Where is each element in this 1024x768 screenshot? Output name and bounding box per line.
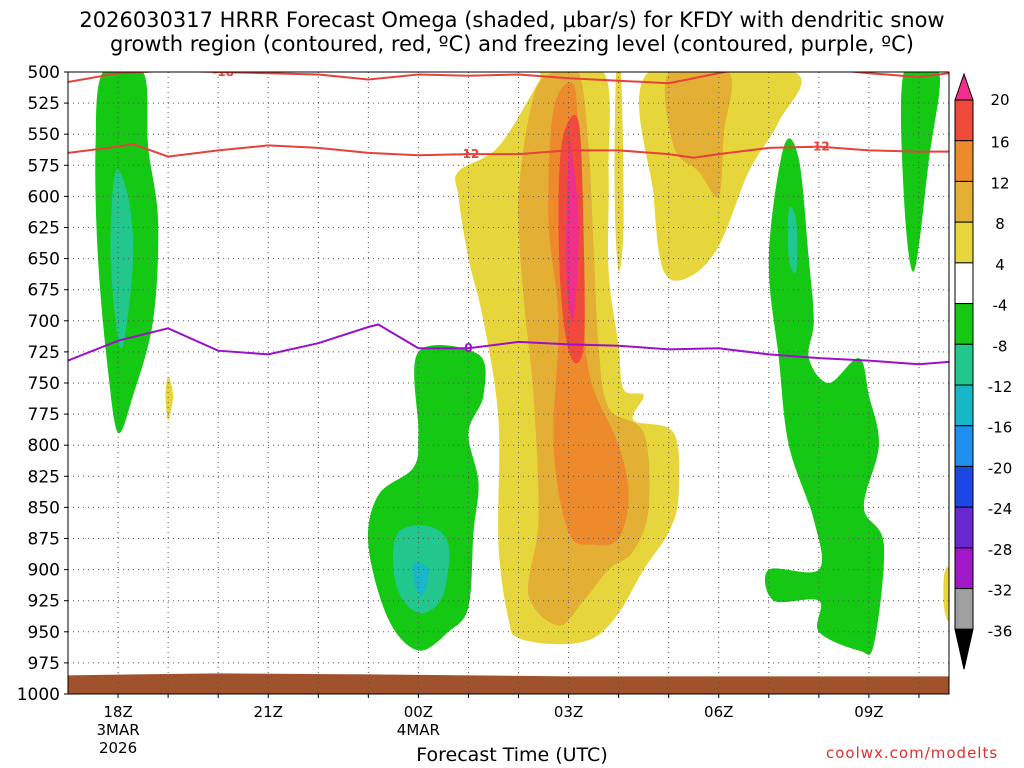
x-tick-06Z: 06Z [704,703,733,721]
omega-region-8 [614,72,624,272]
dgz-label-12a: -12 [458,147,480,161]
colorbar-swatch-5 [954,262,974,305]
colorbar-swatch-1 [954,99,974,142]
terrain-fill [68,673,949,694]
y-tick-625: 625 [28,219,60,239]
colorbar-swatch-3 [954,180,974,223]
contour-lines: -18 -12 -12 0 [68,65,949,366]
y-tick-975: 975 [28,654,60,674]
x-tick-date-4MAR: 4MAR [397,721,440,739]
y-tick-900: 900 [28,561,60,581]
dgz-contour--18 [68,72,949,85]
colorbar-swatch-4 [954,221,974,264]
y-tick-800: 800 [28,436,60,456]
omega-region-7 [565,137,579,323]
colorbar-swatch-11 [954,506,974,549]
y-tick-925: 925 [28,592,60,612]
y-tick-950: 950 [28,623,60,643]
colorbar-tick--24: -24 [988,500,1013,518]
colorbar-swatch-9 [954,425,974,467]
colorbar-bottom-arrow [954,628,974,670]
colorbar-tick--28: -28 [988,541,1013,559]
y-tick-650: 650 [28,250,60,270]
y-tick-700: 700 [28,312,60,332]
colorbar-swatch-8 [954,384,974,427]
colorbar-swatch-10 [954,465,974,508]
omega-region-10 [664,72,732,198]
y-tick-600: 600 [28,187,60,207]
x-tick-date-3MAR: 3MAR [96,721,139,739]
omega-region-17 [943,566,949,622]
colorbar-swatch-13 [954,588,974,630]
grid-lines [68,72,949,694]
colorbar-swatch-12 [954,547,974,590]
y-tick-550: 550 [28,125,60,145]
freezing-level-contour [68,323,949,366]
x-tick-21Z: 21Z [254,703,283,721]
colorbar-tick--16: -16 [988,419,1013,437]
omega-region-13 [412,562,429,596]
y-tick-500: 500 [28,63,60,83]
colorbar-tick-16: 16 [990,134,1009,152]
colorbar-top-arrow [954,72,974,101]
chart-title-line2: growth region (contoured, red, ºC) and f… [110,32,914,56]
colorbar-tick--36: -36 [988,622,1013,640]
omega-region-2 [165,376,174,421]
x-tick-00Z: 00Z [404,703,433,721]
y-tick-875: 875 [28,530,60,550]
colorbar-tick--12: -12 [988,378,1013,396]
colorbar-tick-8: 8 [995,215,1005,233]
terrain-band [68,673,949,694]
colorbar-tick--4: -4 [993,297,1008,315]
colorbar-tick--32: -32 [988,582,1013,600]
colorbar: 20 16 12 8 4 -4 -8 -12 -16 -20 -24 -28 -32 -36 [954,72,1013,670]
source-credit: coolwx.com/modelts [826,744,999,762]
omega-region-15 [787,206,798,274]
y-tick-775: 775 [28,405,60,425]
colorbar-swatch-7 [954,343,974,386]
colorbar-tick-12: 12 [990,174,1009,192]
y-tick-675: 675 [28,281,60,301]
y-tick-525: 525 [28,94,60,114]
y-tick-750: 750 [28,374,60,394]
y-tick-825: 825 [28,467,60,487]
omega-region-16 [900,72,940,272]
chart-title-line1: 2026030317 HRRR Forecast Omega (shaded, … [79,8,945,32]
axis-ticks: 500 525 550 575 600 625 650 675 700 725 750 775 800 8… [17,63,920,757]
x-tick-18Z: 18Z [103,703,132,721]
omega-region-1 [110,169,134,349]
x-tick-year: 2026 [99,739,137,757]
colorbar-swatch-6 [954,303,974,345]
dgz-label-18: -18 [212,65,234,79]
colorbar-tick-4: 4 [995,256,1005,274]
x-tick-03Z: 03Z [554,703,583,721]
dgz-label-12b: -12 [808,140,830,154]
y-tick-850: 850 [28,498,60,518]
x-tick-09Z: 09Z [854,703,883,721]
colorbar-swatch-2 [954,140,974,182]
colorbar-tick--8: -8 [993,337,1008,355]
x-axis-label: Forecast Time (UTC) [416,744,608,766]
y-tick-1000: 1000 [17,685,60,705]
freezing-level-label: 0 [464,341,472,355]
y-tick-725: 725 [28,343,60,363]
y-tick-575: 575 [28,156,60,176]
colorbar-tick-20: 20 [990,91,1009,109]
colorbar-tick--20: -20 [988,459,1013,477]
dgz-contour--12 [68,143,949,159]
